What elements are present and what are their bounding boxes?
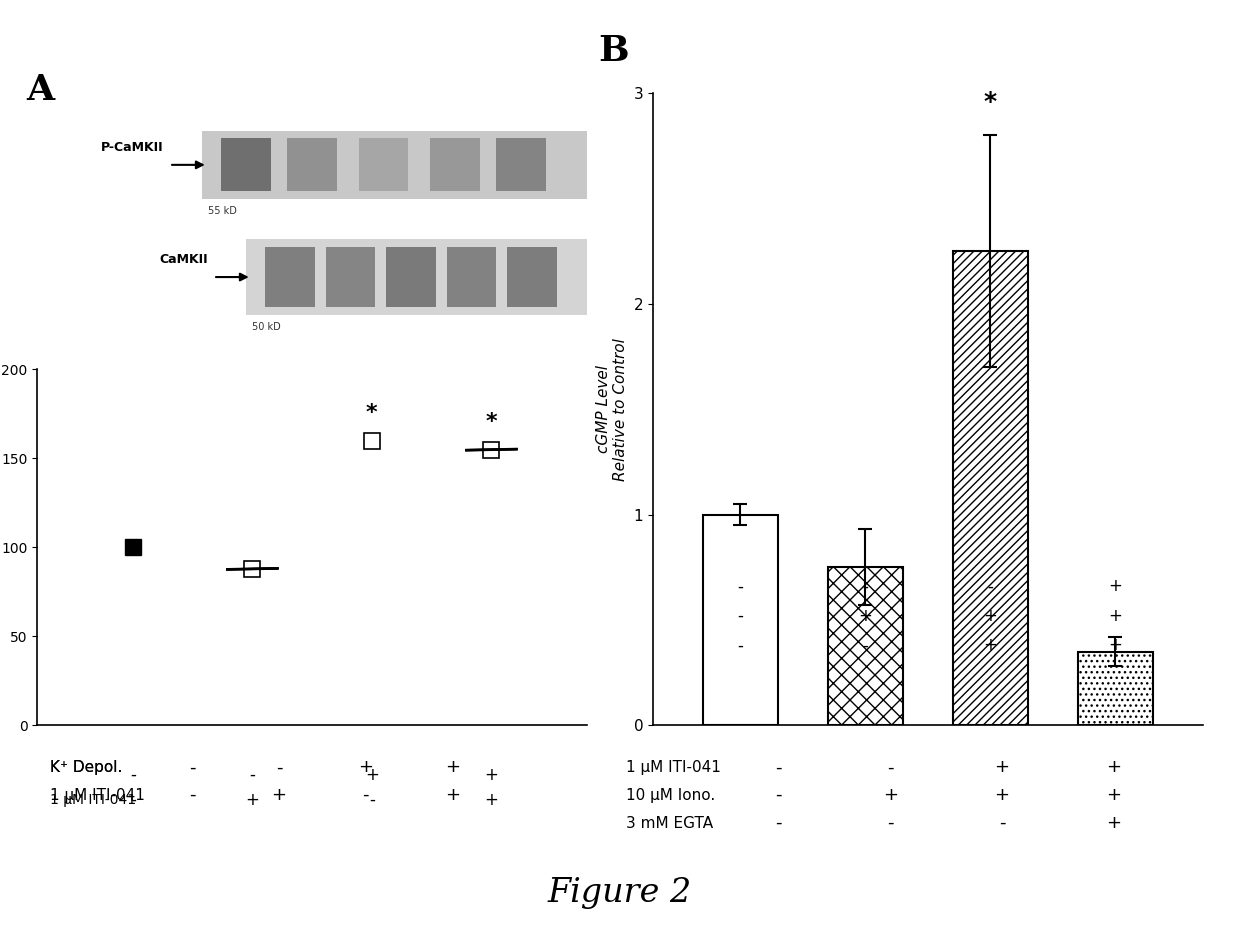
Text: 50 kD: 50 kD [252, 322, 280, 332]
Text: -: - [738, 578, 744, 595]
Bar [246, 239, 587, 315]
Text: 10 μM Iono.: 10 μM Iono. [626, 788, 715, 803]
Text: -: - [863, 578, 868, 595]
Text: -: - [998, 814, 1006, 832]
Text: +: + [983, 606, 997, 625]
Bar [446, 246, 496, 307]
Text: -: - [130, 791, 135, 809]
Text: 1 μM ITI-041: 1 μM ITI-041 [626, 760, 722, 775]
Text: -: - [362, 786, 370, 804]
Text: -: - [370, 791, 374, 809]
Text: A: A [26, 73, 55, 107]
Bar [430, 139, 480, 192]
Text: -: - [887, 814, 894, 832]
Text: +: + [858, 606, 873, 625]
Bar [288, 139, 337, 192]
Text: +: + [246, 791, 259, 809]
Bar [828, 567, 903, 725]
Text: +: + [883, 786, 898, 804]
Text: *: * [486, 412, 497, 432]
Text: +: + [1109, 636, 1122, 655]
Text: +: + [994, 786, 1009, 804]
Text: 1 μM ITI-041: 1 μM ITI-041 [50, 792, 135, 807]
Text: +: + [1109, 578, 1122, 595]
Text: +: + [485, 791, 498, 809]
Text: +: + [358, 758, 373, 777]
Bar [387, 246, 435, 307]
Text: -: - [775, 758, 782, 777]
Text: K⁺ Depol.: K⁺ Depol. [50, 760, 122, 775]
Bar [952, 251, 1028, 725]
Bar [1078, 652, 1153, 725]
Text: +: + [272, 786, 286, 804]
Text: *: * [983, 90, 997, 114]
Text: +: + [1106, 786, 1121, 804]
Text: -: - [275, 758, 283, 777]
Text: -: - [775, 786, 782, 804]
Text: -: - [863, 636, 868, 655]
Text: B: B [598, 33, 629, 68]
Text: -: - [130, 766, 135, 784]
Y-axis label: cGMP Level
Relative to Control: cGMP Level Relative to Control [595, 338, 627, 481]
Text: +: + [1106, 814, 1121, 832]
Text: -: - [738, 636, 744, 655]
Text: +: + [445, 786, 460, 804]
Text: +: + [365, 766, 378, 784]
Text: -: - [887, 758, 894, 777]
Text: -: - [188, 758, 196, 777]
Text: 55 kD: 55 kD [207, 206, 237, 216]
Bar [222, 139, 270, 192]
Text: +: + [1106, 758, 1121, 777]
Text: CaMKII: CaMKII [159, 253, 207, 266]
Text: 3 mM EGTA: 3 mM EGTA [626, 816, 713, 830]
Bar [265, 246, 315, 307]
Bar [202, 131, 587, 199]
Bar [507, 246, 557, 307]
Bar [326, 246, 376, 307]
Bar [358, 139, 408, 192]
Text: +: + [445, 758, 460, 777]
Text: -: - [987, 578, 993, 595]
Text: -: - [738, 606, 744, 625]
Text: K⁺ Depol.: K⁺ Depol. [50, 760, 122, 775]
Text: P-CaMKII: P-CaMKII [100, 140, 164, 153]
Text: *: * [366, 403, 378, 423]
Text: +: + [994, 758, 1009, 777]
Text: -: - [775, 814, 782, 832]
Text: +: + [485, 766, 498, 784]
Text: 1 μM ITI-041: 1 μM ITI-041 [50, 788, 145, 803]
Text: Figure 2: Figure 2 [548, 877, 692, 909]
Text: +: + [1109, 606, 1122, 625]
Bar [496, 139, 546, 192]
Text: +: + [983, 636, 997, 655]
Text: -: - [188, 786, 196, 804]
Text: -: - [249, 766, 255, 784]
Bar [703, 514, 777, 725]
